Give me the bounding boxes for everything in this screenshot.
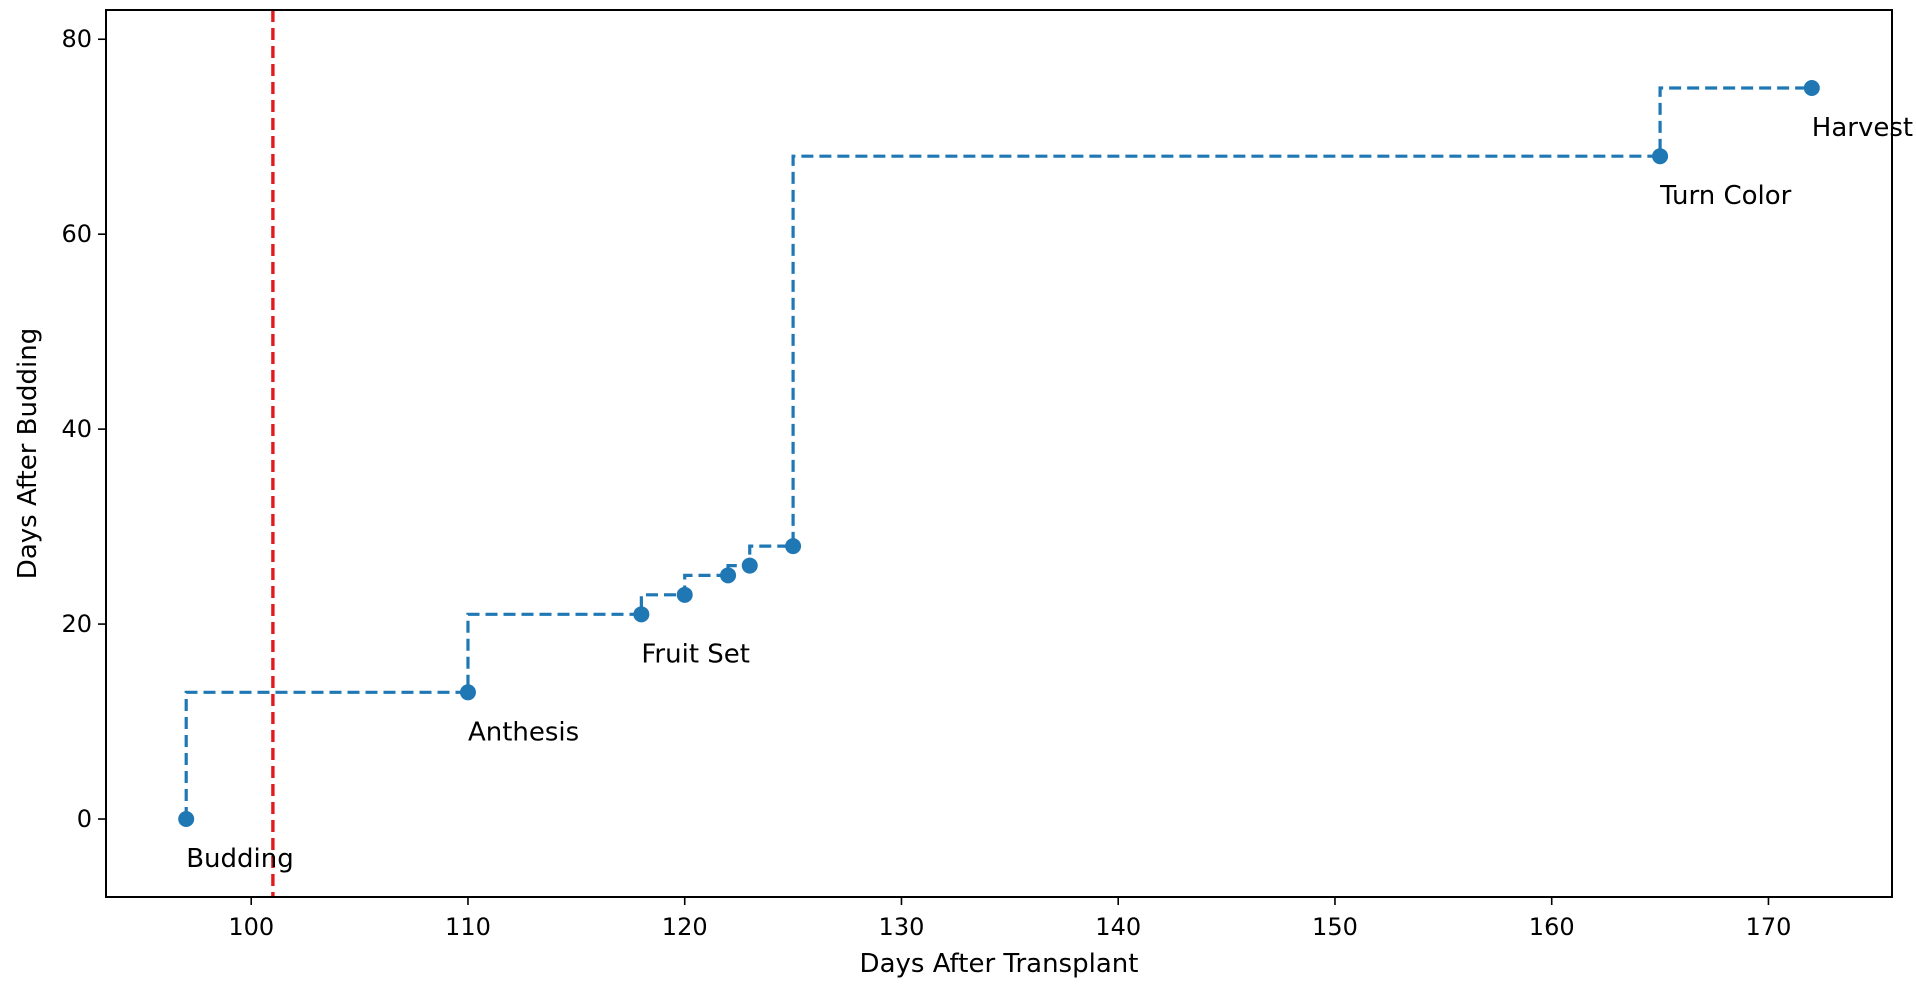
point-label: Turn Color xyxy=(1659,181,1792,211)
plot-frame xyxy=(105,9,1893,898)
y-tick-label: 40 xyxy=(61,415,92,443)
y-tick-label: 20 xyxy=(61,610,92,638)
data-point xyxy=(720,567,737,584)
y-axis-title: Days After Budding xyxy=(13,328,43,579)
point-label: Budding xyxy=(186,844,294,874)
x-axis: 100 110 120 130 140 150 160 170 xyxy=(228,897,1791,941)
x-tick-label: 110 xyxy=(445,913,491,941)
data-point xyxy=(178,811,195,828)
data-point xyxy=(785,538,802,555)
point-label: Harvest xyxy=(1812,113,1913,143)
x-tick-label: 100 xyxy=(228,913,274,941)
x-tick-label: 130 xyxy=(879,913,925,941)
y-axis: 0 20 40 60 80 xyxy=(61,25,106,833)
y-tick-label: 80 xyxy=(61,25,92,53)
x-tick-label: 160 xyxy=(1529,913,1575,941)
plot-area xyxy=(178,10,1820,897)
data-point xyxy=(633,606,650,623)
point-label: Anthesis xyxy=(468,717,579,747)
step-line xyxy=(184,86,1812,820)
x-tick-label: 150 xyxy=(1312,913,1358,941)
x-tick-label: 140 xyxy=(1095,913,1141,941)
y-tick-label: 0 xyxy=(77,805,92,833)
data-point xyxy=(1652,148,1669,165)
data-point xyxy=(1803,79,1820,96)
point-label: Fruit Set xyxy=(641,639,750,669)
data-point xyxy=(459,684,476,701)
x-tick-label: 120 xyxy=(662,913,708,941)
x-axis-title: Days After Transplant xyxy=(860,949,1139,979)
x-tick-label: 170 xyxy=(1746,913,1792,941)
data-point xyxy=(676,586,693,603)
y-tick-label: 60 xyxy=(61,220,92,248)
data-point xyxy=(741,557,758,574)
